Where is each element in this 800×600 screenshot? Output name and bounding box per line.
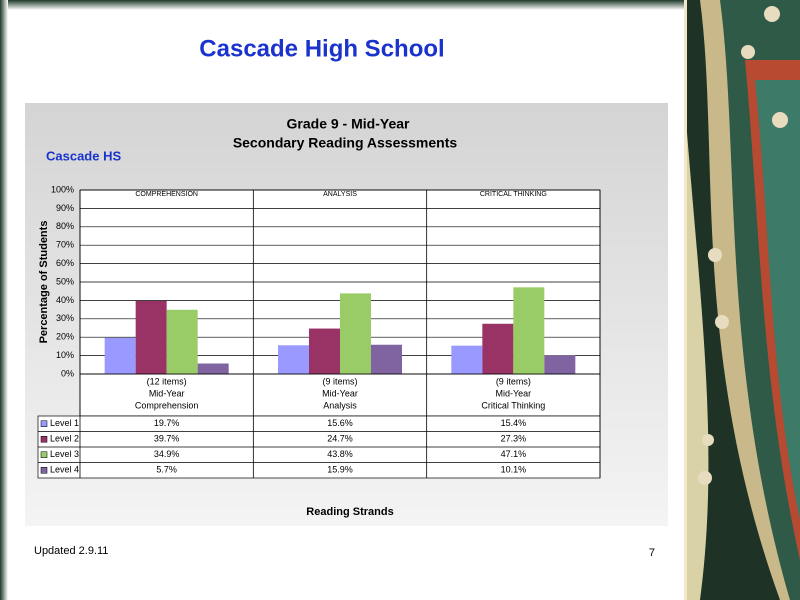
bar xyxy=(104,337,136,374)
chart-subtitle: Secondary Reading Assessments xyxy=(233,135,458,151)
legend-label: Level 4 xyxy=(50,465,79,475)
table-value: 34.9% xyxy=(154,449,180,459)
y-tick-label: 0% xyxy=(61,368,74,378)
table-value: 15.9% xyxy=(327,465,353,475)
plot-border xyxy=(79,189,601,375)
strand-header: CRITICAL THINKING xyxy=(480,191,547,198)
y-tick-label: 20% xyxy=(56,332,74,342)
x-tick-label: Mid-Year xyxy=(322,388,358,398)
table-value: 15.4% xyxy=(501,418,527,428)
bar xyxy=(135,300,167,374)
x-tick-label: Mid-Year xyxy=(149,388,185,398)
bar xyxy=(197,363,229,374)
decoration xyxy=(684,0,800,600)
table-value: 10.1% xyxy=(501,465,527,475)
table-value: 15.6% xyxy=(327,418,353,428)
x-tick-label: (9 items) xyxy=(496,376,531,386)
table-value: 19.7% xyxy=(154,418,180,428)
y-tick-label: 60% xyxy=(56,258,74,268)
bar xyxy=(278,345,309,374)
y-tick-label: 70% xyxy=(56,240,74,250)
annotation: Cascade HS xyxy=(46,148,121,163)
table-value: 5.7% xyxy=(156,465,177,475)
y-tick-label: 90% xyxy=(56,203,74,213)
footer: Updated 2.9.11 xyxy=(34,545,108,557)
y-tick-label: 50% xyxy=(56,276,74,286)
category-table xyxy=(79,373,601,417)
bar xyxy=(544,355,576,374)
legend-swatch xyxy=(40,420,48,427)
table-value: 47.1% xyxy=(501,449,527,459)
x-tick-label: (12 items) xyxy=(147,376,187,386)
slide-title: Cascade High School xyxy=(199,35,444,62)
table-value: 39.7% xyxy=(154,434,180,444)
table-value: 27.3% xyxy=(501,434,527,444)
x-tick-label: Critical Thinking xyxy=(481,400,545,410)
bar xyxy=(340,293,371,374)
bar xyxy=(451,345,483,374)
x-tick-label: (9 items) xyxy=(322,376,357,386)
y-tick-label: 30% xyxy=(56,313,74,323)
y-tick-label: 10% xyxy=(56,350,74,360)
page-number: 7 xyxy=(649,547,655,559)
strand-header: ANALYSIS xyxy=(323,191,357,198)
strand-header: COMPREHENSION xyxy=(135,191,198,198)
y-tick-label: 100% xyxy=(51,184,74,194)
frame-top xyxy=(0,0,686,10)
legend-swatch xyxy=(40,451,48,458)
x-tick-label: Analysis xyxy=(323,400,357,410)
table-value: 24.7% xyxy=(327,434,353,444)
x-tick-label: Comprehension xyxy=(135,400,199,410)
legend-swatch xyxy=(40,436,48,443)
x-axis-label: Reading Strands xyxy=(306,506,393,518)
y-tick-label: 80% xyxy=(56,221,74,231)
frame-left xyxy=(0,0,8,600)
bar xyxy=(513,287,545,374)
x-tick-label: Mid-Year xyxy=(495,388,531,398)
chart-title: Grade 9 - Mid-Year xyxy=(287,116,410,132)
bar xyxy=(166,309,198,374)
bar xyxy=(309,328,340,374)
y-tick-label: 40% xyxy=(56,295,74,305)
legend-label: Level 3 xyxy=(50,449,79,459)
table-value: 43.8% xyxy=(327,449,353,459)
legend-label: Level 1 xyxy=(50,418,79,428)
legend-label: Level 2 xyxy=(50,434,79,444)
bar xyxy=(371,344,402,374)
bar xyxy=(482,323,514,374)
y-axis-label: Percentage of Students xyxy=(38,221,50,344)
legend-swatch xyxy=(40,467,48,474)
